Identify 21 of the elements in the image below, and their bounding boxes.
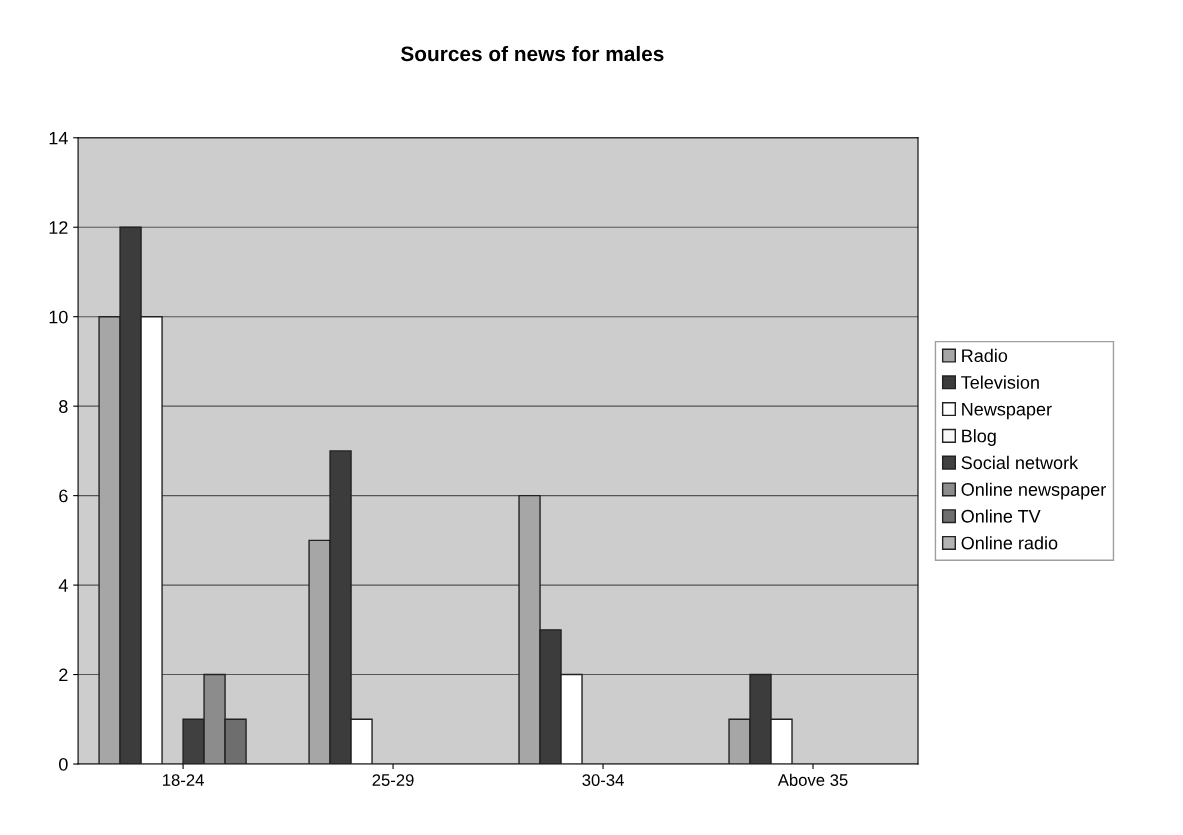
y-tick-label: 14	[49, 131, 68, 145]
legend-label: Online TV	[961, 509, 1041, 523]
y-tick-label: 4	[58, 579, 68, 592]
y-tick-label: 10	[49, 310, 68, 324]
x-tick-label: 18-24	[163, 774, 204, 786]
legend-label: Radio	[962, 348, 1008, 363]
legend-label: Television	[961, 375, 1039, 389]
y-tick-label: 12	[49, 221, 68, 234]
legend-label: Online radio	[961, 536, 1058, 550]
y-tick-label: 0	[59, 757, 68, 771]
x-tick-label: 25-29	[372, 774, 414, 786]
x-tick-label: 30-34	[582, 774, 624, 786]
y-tick-label: 6	[59, 489, 68, 503]
legend-label: Blog	[962, 429, 996, 446]
x-tick-label: Above 35	[777, 773, 848, 786]
chart-title: Sources of news for males	[400, 45, 664, 62]
y-tick-label: 8	[59, 400, 68, 413]
legend-label: Online newspaper	[961, 482, 1106, 500]
y-tick-label: 2	[59, 668, 68, 682]
legend-label: Newspaper	[962, 403, 1052, 420]
legend-label: Social network	[961, 455, 1079, 470]
